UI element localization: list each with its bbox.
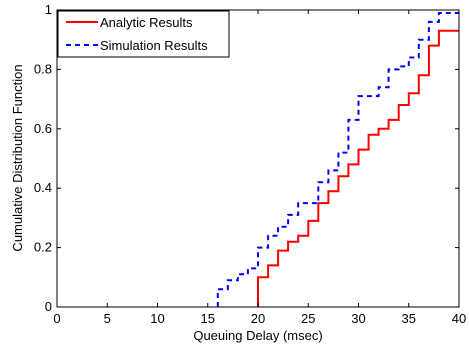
x-axis-label: Queuing Delay (msec) xyxy=(193,328,322,343)
x-tick-label: 30 xyxy=(351,311,365,326)
tick-labels: 0 5 10 15 20 25 30 35 40 0 0.2 0.4 0.6 0.8 1 xyxy=(34,2,466,326)
legend-box xyxy=(57,10,230,58)
y-tick-label: 0.2 xyxy=(34,240,52,255)
y-tick-label: 0.6 xyxy=(34,121,52,136)
series-line-analytic xyxy=(257,29,459,307)
x-tick-label: 15 xyxy=(201,311,215,326)
y-tick-label: 0 xyxy=(45,299,52,314)
y-axis-label: Cumulative Distribution Function xyxy=(10,64,25,251)
legend-label-simulation: Simulation Results xyxy=(100,38,208,53)
x-tick-label: 35 xyxy=(402,311,416,326)
x-tick-label: 10 xyxy=(150,311,164,326)
plot-area xyxy=(57,10,459,307)
legend-label-analytic: Analytic Results xyxy=(100,15,193,30)
x-tick-label: 20 xyxy=(251,311,265,326)
x-tick-label: 0 xyxy=(53,311,60,326)
y-tick-label: 0.8 xyxy=(34,61,52,76)
legend: Analytic Results Simulation Results xyxy=(57,10,230,58)
x-tick-label: 25 xyxy=(301,311,315,326)
series-layer xyxy=(216,12,459,307)
y-tick-label: 0.4 xyxy=(34,180,52,195)
x-tick-label: 5 xyxy=(104,311,111,326)
series-line-simulation xyxy=(216,12,459,307)
x-tick-label: 40 xyxy=(452,311,466,326)
y-tick-label: 1 xyxy=(45,2,52,17)
